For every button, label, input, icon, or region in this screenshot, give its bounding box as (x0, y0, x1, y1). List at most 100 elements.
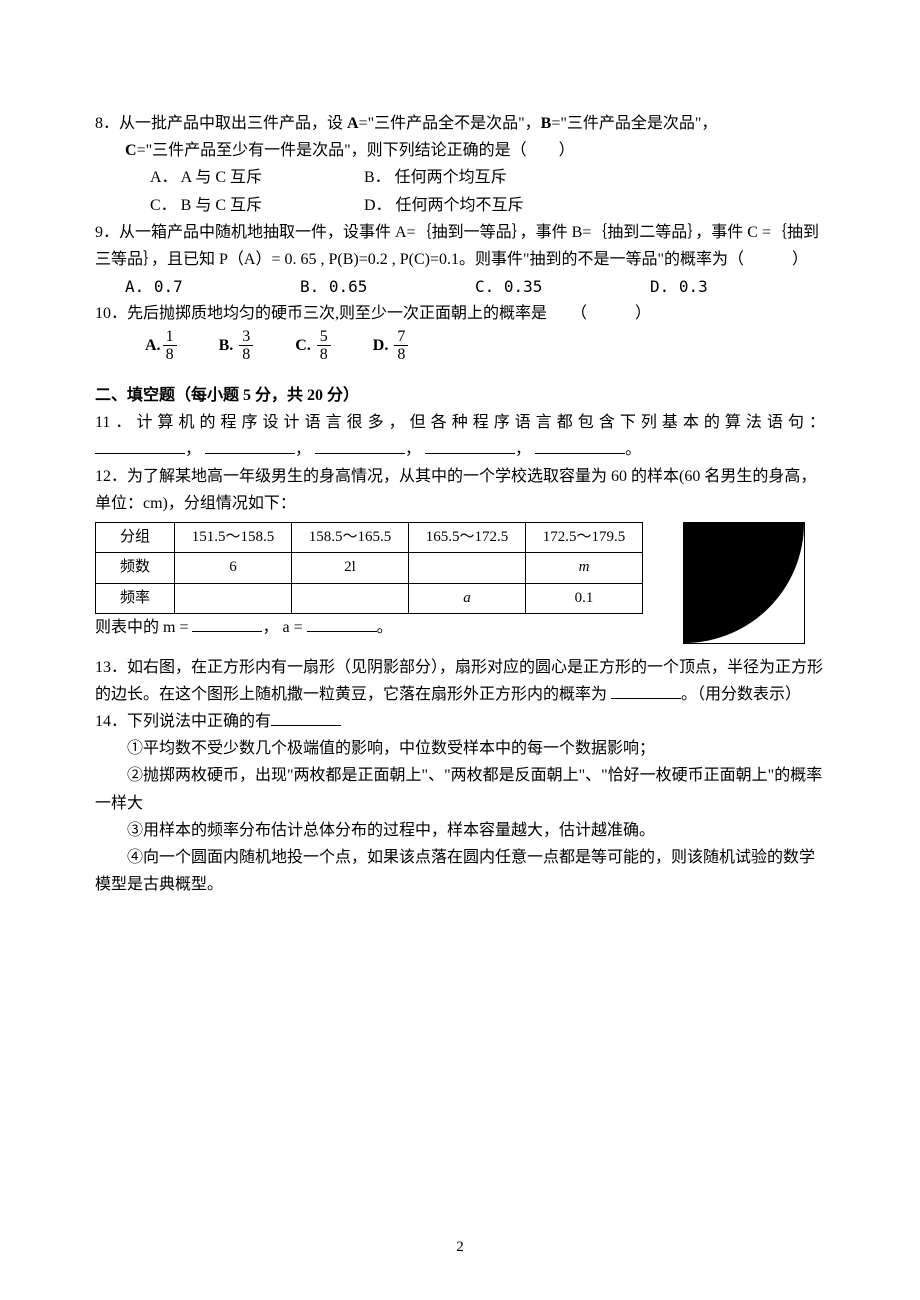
blank (307, 615, 377, 632)
cell: 165.5～172.5 (409, 522, 526, 553)
cell: 0.1 (526, 583, 643, 614)
var-a: a (463, 590, 471, 606)
page: 8．从一批产品中取出三件产品，设 A="三件产品全不是次品"，B="三件产品全是… (0, 0, 920, 1300)
blank (535, 437, 625, 454)
blank (315, 437, 405, 454)
cell: a (409, 583, 526, 614)
cell-freq: 频率 (96, 583, 175, 614)
blank (271, 709, 341, 726)
q12-after: 则表中的 m = ， a = 。 (95, 614, 643, 641)
q12-after-1: 则表中的 m = (95, 619, 192, 636)
cell: 158.5～165.5 (292, 522, 409, 553)
cell: 172.5～179.5 (526, 522, 643, 553)
cell-group: 分组 (96, 522, 175, 553)
q8-A: A (347, 115, 359, 132)
q10-optD: D. 78 (373, 328, 411, 364)
section2-title: 二、填空题（每小题 5 分，共 20 分） (95, 382, 825, 409)
q12-table-wrap: 分组 151.5～158.5 158.5～165.5 165.5～172.5 1… (95, 518, 825, 644)
blank (611, 682, 681, 699)
cell: 6 (175, 553, 292, 584)
page-number: 2 (0, 1235, 920, 1261)
table-row: 分组 151.5～158.5 158.5～165.5 165.5～172.5 1… (96, 522, 643, 553)
q12-stem: 12．为了解某地高一年级男生的身高情况，从其中的一个学校选取容量为 60 的样本… (95, 463, 825, 517)
q8-stem: 8．从一批产品中取出三件产品，设 A="三件产品全不是次品"，B="三件产品全是… (95, 110, 825, 164)
q9-optA: A. 0.7 (125, 273, 300, 300)
q9-optC: C. 0.35 (475, 273, 650, 300)
table-row: 频数 6 2l m (96, 553, 643, 584)
square-sector-figure (683, 522, 805, 644)
blank (192, 615, 262, 632)
q9-optD: D. 0.3 (650, 273, 825, 300)
cell: 151.5～158.5 (175, 522, 292, 553)
q8-t1: 8．从一批产品中取出三件产品，设 (95, 115, 347, 132)
frequency-table: 分组 151.5～158.5 158.5～165.5 165.5～172.5 1… (95, 522, 643, 615)
q13-tail: 。（用分数表示） (681, 686, 801, 703)
cell-count: 频数 (96, 553, 175, 584)
q12: 12．为了解某地高一年级男生的身高情况，从其中的一个学校选取容量为 60 的样本… (95, 463, 825, 643)
q14-s2: ②抛掷两枚硬币，出现"两枚都是正面朝上"、"两枚都是反面朝上"、"恰好一枚硬币正… (95, 762, 825, 816)
table-row: 频率 a 0.1 (96, 583, 643, 614)
q9-options: A. 0.7 B. 0.65 C. 0.35 D. 0.3 (95, 273, 825, 300)
q10-options: A.18 B. 38 C. 58 D. 78 (95, 328, 825, 364)
q14-s1: ①平均数不受少数几个极端值的影响，中位数受样本中的每一个数据影响； (95, 735, 825, 762)
q13: 13．如右图，在正方形内有一扇形（见阴影部分），扇形对应的圆心是正方形的一个顶点… (95, 654, 825, 708)
q11: 11．计算机的程序设计语言很多，但各种程序语言都包含下列基本的算法语句： ， ，… (95, 409, 825, 463)
cell (175, 583, 292, 614)
q10-optA: A.18 (145, 328, 179, 364)
q10-stem: 10．先后抛掷质地均匀的硬币三次,则至少一次正面朝上的概率是 （ ） (95, 300, 825, 327)
cell (292, 583, 409, 614)
q10-optB: B. 38 (219, 328, 256, 364)
q10-C-label: C. (295, 336, 311, 353)
blank (425, 437, 515, 454)
q9-optB: B. 0.65 (300, 273, 475, 300)
period: 。 (625, 441, 641, 458)
q10-B-label: B. (219, 336, 234, 353)
frac-num: 1 (163, 328, 177, 347)
q12-after-2: ， a = (262, 619, 306, 636)
q8-C: C (125, 142, 137, 159)
frac-num: 7 (394, 328, 408, 347)
frac-den: 8 (163, 346, 177, 364)
q8-optB: B． 任何两个均互斥 (364, 169, 507, 186)
cell: m (526, 553, 643, 584)
q8-row1: A． A 与 C 互斥 B． 任何两个均互斥 (95, 164, 825, 191)
blank (95, 437, 185, 454)
var-m: m (579, 559, 590, 575)
comma: ， (515, 441, 531, 458)
comma: ， (185, 441, 201, 458)
frac-num: 3 (239, 328, 253, 347)
cell: 2l (292, 553, 409, 584)
q10-A-label: A. (145, 336, 161, 353)
q8-t3: ="三件产品全是次品"， (551, 115, 717, 132)
frac-den: 8 (317, 346, 331, 364)
frac-den: 8 (239, 346, 253, 364)
q14-head: 14．下列说法中正确的有 (95, 713, 271, 730)
q10: 10．先后抛掷质地均匀的硬币三次,则至少一次正面朝上的概率是 （ ） A.18 … (95, 300, 825, 363)
period: 。 (377, 619, 393, 636)
q10-D-label: D. (373, 336, 389, 353)
blank (205, 437, 295, 454)
spacer (95, 644, 825, 654)
frac-den: 8 (394, 346, 408, 364)
q14-s4: ④向一个圆面内随机地投一个点，如果该点落在圆内任意一点都是等可能的，则该随机试验… (95, 844, 825, 898)
q8-optC: C． B 与 C 互斥 (150, 192, 360, 219)
q9-stem: 9．从一箱产品中随机地抽取一件，设事件 A=｛抽到一等品｝，事件 B=｛抽到二等… (95, 219, 825, 273)
q8-t4: ="三件产品至少有一件是次品"，则下列结论正确的是（ ） (137, 142, 575, 159)
q8-optA: A． A 与 C 互斥 (150, 164, 360, 191)
q8: 8．从一批产品中取出三件产品，设 A="三件产品全不是次品"，B="三件产品全是… (95, 110, 825, 219)
q10-optC: C. 58 (295, 328, 333, 364)
q14-s3: ③用样本的频率分布估计总体分布的过程中，样本容量越大，估计越准确。 (95, 817, 825, 844)
q11-blanks: ， ， ， ， 。 (95, 436, 825, 463)
q9: 9．从一箱产品中随机地抽取一件，设事件 A=｛抽到一等品｝，事件 B=｛抽到二等… (95, 219, 825, 301)
q12-table-block: 分组 151.5～158.5 158.5～165.5 165.5～172.5 1… (95, 518, 643, 642)
q14: 14．下列说法中正确的有 ①平均数不受少数几个极端值的影响，中位数受样本中的每一… (95, 708, 825, 898)
comma: ， (405, 441, 421, 458)
q11-line1: 11．计算机的程序设计语言很多，但各种程序语言都包含下列基本的算法语句： (95, 409, 825, 436)
q8-optD: D． 任何两个均不互斥 (364, 197, 524, 214)
q8-t2: ="三件产品全不是次品"， (359, 115, 541, 132)
q8-B: B (541, 115, 552, 132)
cell (409, 553, 526, 584)
frac-num: 5 (317, 328, 331, 347)
comma: ， (295, 441, 311, 458)
q8-row2: C． B 与 C 互斥 D． 任何两个均不互斥 (95, 192, 825, 219)
